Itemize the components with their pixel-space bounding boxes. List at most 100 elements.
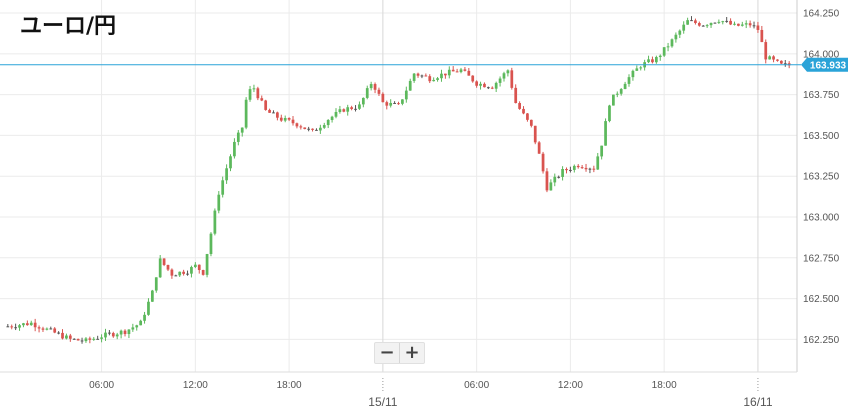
candle <box>377 87 381 96</box>
candle <box>260 95 264 102</box>
candle <box>170 268 174 279</box>
candle <box>447 66 451 79</box>
candle <box>764 39 768 64</box>
y-tick-label: 163.000 <box>803 213 840 224</box>
candle <box>682 21 686 34</box>
candle <box>615 91 619 98</box>
candle <box>537 141 541 154</box>
y-tick-label: 164.250 <box>803 9 840 20</box>
candle <box>123 329 127 337</box>
candle <box>690 16 693 22</box>
candle <box>666 42 670 52</box>
candle <box>6 324 10 328</box>
candle <box>162 258 166 267</box>
candle <box>444 73 447 79</box>
candle <box>572 164 576 173</box>
candle <box>369 81 373 91</box>
candle <box>338 105 342 114</box>
zoom-out-button[interactable]: − <box>379 342 395 363</box>
candle <box>268 108 271 113</box>
candle <box>193 262 197 269</box>
candle <box>135 324 139 331</box>
candle <box>545 168 549 193</box>
candle <box>760 25 764 43</box>
candle <box>358 101 361 110</box>
candle <box>510 67 514 90</box>
candle <box>514 84 518 104</box>
candle <box>131 323 135 332</box>
candle <box>92 337 96 341</box>
candle <box>725 17 729 23</box>
candle <box>678 29 682 39</box>
candle <box>479 81 482 90</box>
candle <box>580 165 584 169</box>
candle <box>654 55 658 64</box>
candle <box>37 325 41 333</box>
candle <box>733 21 736 26</box>
candle <box>283 115 287 123</box>
candle <box>84 337 88 343</box>
current-price: 163.933 <box>0 57 848 72</box>
candle <box>201 269 205 276</box>
x-tick-label: 12:00 <box>558 380 583 391</box>
candle <box>596 152 600 170</box>
candle <box>276 111 279 121</box>
candle <box>190 265 193 278</box>
candle <box>221 176 225 198</box>
candle <box>483 82 486 88</box>
candle <box>404 86 408 103</box>
candle <box>393 101 396 104</box>
candle <box>670 38 674 48</box>
candle <box>436 76 439 82</box>
candle <box>291 116 295 126</box>
candle <box>166 264 170 272</box>
x-tick-label: 18:00 <box>652 380 677 391</box>
candle <box>315 128 318 131</box>
candle <box>432 77 436 82</box>
candle <box>213 208 217 236</box>
candle <box>197 264 201 274</box>
candle <box>553 173 557 187</box>
candle <box>600 145 604 160</box>
candle <box>737 23 740 27</box>
candle <box>61 329 64 340</box>
candle <box>182 269 185 276</box>
candle <box>569 166 572 173</box>
candle <box>494 81 498 93</box>
candle <box>717 19 721 24</box>
candle <box>471 75 475 83</box>
candle <box>65 333 68 340</box>
candle <box>533 125 537 145</box>
candle <box>635 65 639 71</box>
candle <box>350 105 353 111</box>
zoom-in-button[interactable]: + <box>404 342 420 363</box>
candle <box>608 104 611 123</box>
x-tick-label: 12:00 <box>183 380 208 391</box>
y-tick-label: 164.000 <box>803 49 840 60</box>
candle <box>506 69 510 77</box>
candle <box>658 54 662 61</box>
candle <box>342 108 346 113</box>
candle <box>25 320 29 326</box>
candle <box>57 331 60 335</box>
candle <box>205 253 209 278</box>
candle <box>29 320 33 326</box>
candle <box>303 127 307 130</box>
candle <box>53 327 57 334</box>
candle <box>561 166 564 181</box>
candle <box>780 60 783 65</box>
candle <box>647 55 650 64</box>
candle <box>45 327 49 331</box>
candle <box>686 17 689 25</box>
candle <box>518 101 521 110</box>
axes: 164.250 164.000 163.750 163.500 163.250 163.0… <box>0 0 840 409</box>
candle <box>420 74 424 79</box>
candle <box>697 21 701 27</box>
y-tick-label: 162.500 <box>803 294 840 305</box>
zoom-divider <box>399 343 400 363</box>
candle <box>236 130 240 146</box>
date-label: 16/11 <box>743 395 772 409</box>
candle <box>307 126 311 132</box>
candle <box>22 322 25 328</box>
